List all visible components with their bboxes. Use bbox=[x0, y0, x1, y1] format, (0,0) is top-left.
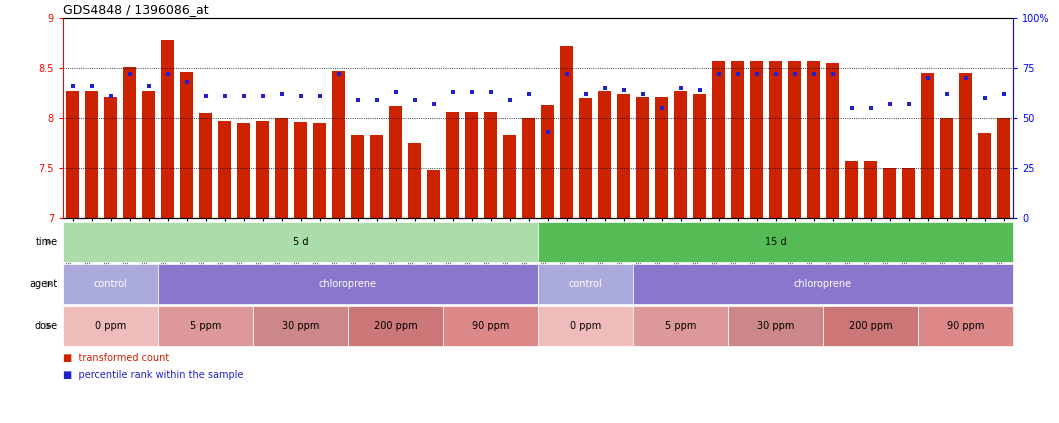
Text: 200 ppm: 200 ppm bbox=[374, 321, 417, 331]
Bar bbox=[275, 118, 288, 218]
Text: GDS4848 / 1396086_at: GDS4848 / 1396086_at bbox=[62, 3, 209, 16]
Bar bbox=[142, 91, 156, 218]
Text: 30 ppm: 30 ppm bbox=[282, 321, 319, 331]
Bar bbox=[427, 170, 441, 218]
Text: 200 ppm: 200 ppm bbox=[848, 321, 893, 331]
Bar bbox=[446, 112, 460, 218]
Bar bbox=[693, 94, 706, 218]
Bar bbox=[370, 135, 383, 218]
Text: agent: agent bbox=[30, 279, 58, 289]
Bar bbox=[351, 135, 364, 218]
Bar bbox=[769, 61, 783, 218]
Bar bbox=[484, 112, 497, 218]
Bar bbox=[939, 118, 953, 218]
Bar bbox=[389, 106, 402, 218]
Bar bbox=[902, 168, 915, 218]
Text: time: time bbox=[36, 237, 58, 247]
Bar bbox=[788, 61, 802, 218]
Text: 5 ppm: 5 ppm bbox=[190, 321, 221, 331]
Text: 90 ppm: 90 ppm bbox=[947, 321, 984, 331]
Text: 15 d: 15 d bbox=[765, 237, 787, 247]
Bar bbox=[293, 122, 307, 218]
Text: control: control bbox=[93, 279, 127, 289]
Text: chloroprene: chloroprene bbox=[319, 279, 377, 289]
Bar bbox=[256, 121, 269, 218]
Bar bbox=[958, 73, 972, 218]
Bar bbox=[522, 118, 535, 218]
Text: 5 d: 5 d bbox=[292, 237, 308, 247]
Bar bbox=[826, 63, 839, 218]
Bar bbox=[541, 105, 554, 218]
Bar bbox=[712, 61, 725, 218]
Bar bbox=[921, 73, 934, 218]
Text: chloroprene: chloroprene bbox=[794, 279, 852, 289]
Bar bbox=[635, 97, 649, 218]
Bar bbox=[331, 71, 345, 218]
Bar bbox=[408, 143, 421, 218]
Bar bbox=[750, 61, 764, 218]
Bar bbox=[237, 123, 250, 218]
Bar bbox=[845, 161, 858, 218]
Bar bbox=[654, 97, 668, 218]
Bar bbox=[864, 161, 877, 218]
Bar bbox=[579, 98, 592, 218]
Text: dose: dose bbox=[35, 321, 58, 331]
Bar bbox=[85, 91, 98, 218]
Text: control: control bbox=[569, 279, 603, 289]
Text: 90 ppm: 90 ppm bbox=[472, 321, 509, 331]
Bar bbox=[616, 94, 630, 218]
Bar bbox=[560, 46, 573, 218]
Text: 5 ppm: 5 ppm bbox=[665, 321, 696, 331]
Bar bbox=[977, 133, 991, 218]
Bar bbox=[731, 61, 744, 218]
Bar bbox=[883, 168, 896, 218]
Bar bbox=[465, 112, 479, 218]
Bar bbox=[312, 123, 326, 218]
Bar bbox=[218, 121, 231, 218]
Bar bbox=[180, 72, 193, 218]
Bar bbox=[199, 113, 212, 218]
Bar bbox=[503, 135, 516, 218]
Bar bbox=[997, 118, 1010, 218]
Bar bbox=[104, 97, 118, 218]
Text: 30 ppm: 30 ppm bbox=[757, 321, 794, 331]
Bar bbox=[674, 91, 687, 218]
Bar bbox=[66, 91, 79, 218]
Bar bbox=[807, 61, 820, 218]
Bar bbox=[123, 67, 137, 218]
Bar bbox=[161, 40, 174, 218]
Text: ■  transformed count: ■ transformed count bbox=[62, 353, 169, 363]
Text: 0 ppm: 0 ppm bbox=[570, 321, 602, 331]
Text: 0 ppm: 0 ppm bbox=[95, 321, 126, 331]
Bar bbox=[598, 91, 611, 218]
Text: ■  percentile rank within the sample: ■ percentile rank within the sample bbox=[62, 370, 244, 380]
